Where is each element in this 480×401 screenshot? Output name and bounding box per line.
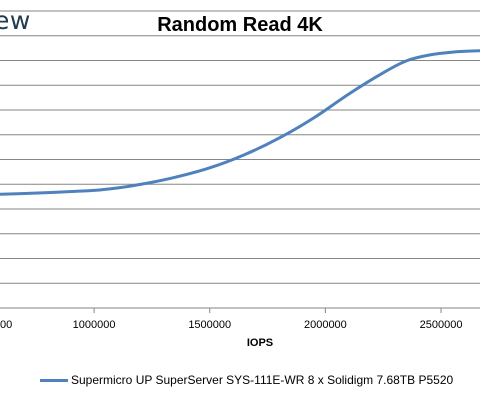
- x-tick-label: 2000000: [304, 319, 347, 331]
- x-tick-label: 1500000: [188, 319, 231, 331]
- x-tick-label: 1000000: [73, 319, 116, 331]
- legend-label: Supermicro UP SuperServer SYS-111E-WR 8 …: [71, 373, 454, 387]
- legend-swatch: [40, 378, 68, 382]
- x-axis-label: IOPS: [246, 337, 274, 349]
- chart-title: Random Read 4K: [157, 14, 323, 36]
- legend: Supermicro UP SuperServer SYS-111E-WR 8 …: [40, 372, 453, 388]
- x-tick-label-partial: 00: [0, 319, 12, 331]
- x-tick-label: 2500000: [420, 319, 463, 331]
- series-line: [0, 49, 480, 196]
